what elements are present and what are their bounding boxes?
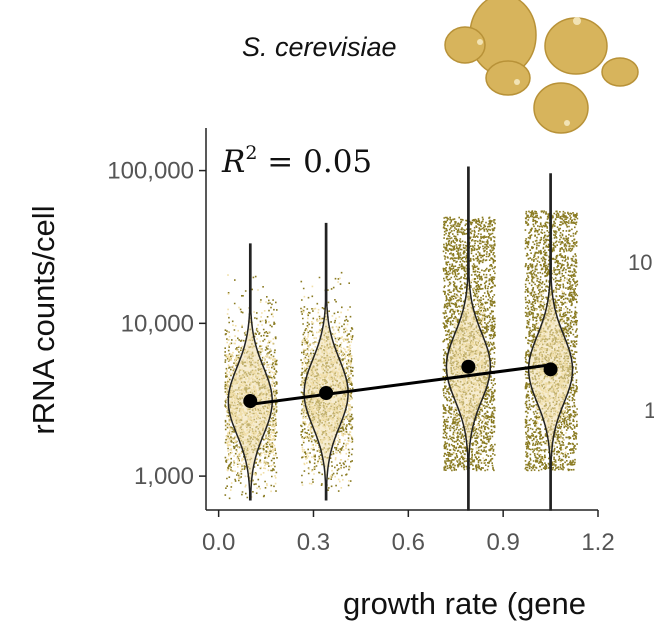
- mean-point-group-3: [461, 359, 476, 374]
- y-axis-label: rRNA counts/cell: [26, 205, 61, 434]
- violins: [227, 166, 574, 511]
- violin-group-3: [445, 166, 492, 511]
- violin-group-1: [227, 243, 274, 501]
- x-tick-label: 0.0: [202, 529, 235, 556]
- r-squared-annotation: R2 = 0.05: [221, 142, 372, 180]
- trend-line: [250, 363, 551, 406]
- y-tick-label: 10,000: [121, 310, 194, 337]
- violin-group-2: [303, 222, 349, 501]
- scatter-points-group-1: [224, 275, 278, 500]
- x-tick-label: 0.9: [486, 529, 519, 556]
- trend-layer: [250, 363, 551, 406]
- mean-point-group-2: [319, 385, 334, 400]
- violin-group-4: [527, 173, 574, 511]
- right-panel-tick-label-top: 10: [628, 250, 652, 275]
- scatter-points-light-group-2: [301, 277, 353, 489]
- x-tick-label: 1.2: [581, 529, 614, 556]
- y-tick-label: 100,000: [107, 158, 194, 185]
- y-tick-label: 1,000: [134, 463, 194, 490]
- right-panel-tick-label-bottom: 1: [644, 398, 654, 423]
- yeast-cells-icon: [444, 0, 639, 134]
- mean-point-group-4: [543, 362, 558, 377]
- scatter-points-light-group-1: [225, 274, 277, 498]
- x-ticks: 0.0 0.3 0.6 0.9 1.2: [202, 510, 615, 556]
- x-tick-label: 0.3: [297, 529, 330, 556]
- group-means: [243, 359, 558, 409]
- mean-point-group-1: [243, 394, 258, 409]
- x-tick-label: 0.6: [392, 529, 425, 556]
- y-ticks: 1,000 10,000 100,000: [107, 158, 206, 490]
- scatter-points: [224, 210, 579, 500]
- chart-title: S. cerevisiae: [242, 32, 397, 62]
- x-axis-label: growth rate (gene: [343, 586, 586, 621]
